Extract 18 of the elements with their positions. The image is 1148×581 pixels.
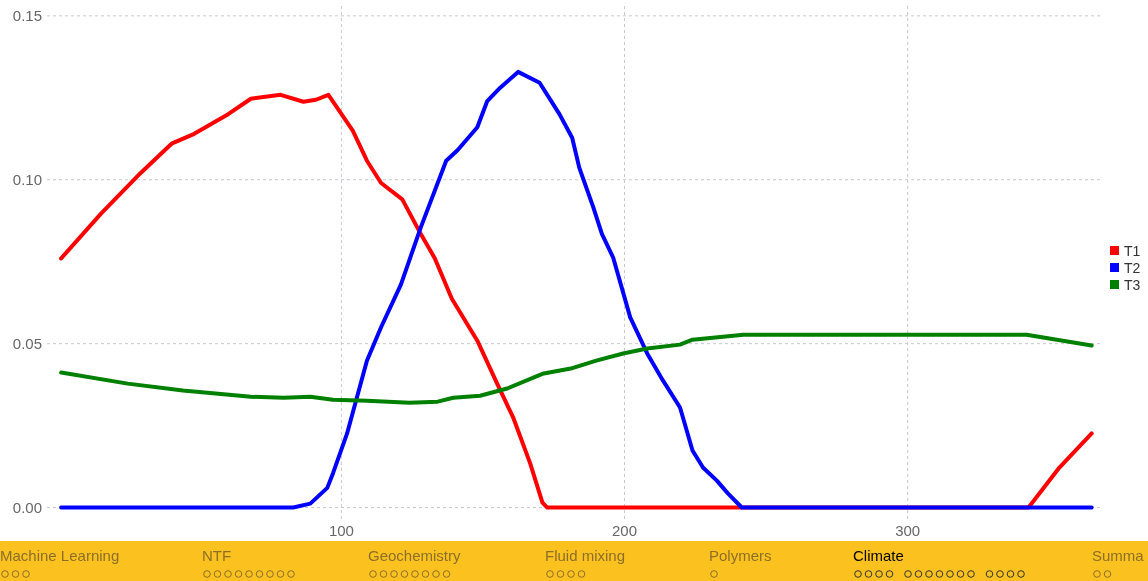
legend-label: T3: [1124, 276, 1141, 293]
text: Fluid mixing: [545, 547, 626, 564]
legend-label: T1: [1124, 242, 1141, 259]
text: Machine Learning: [0, 547, 120, 564]
y-tick-label: 0.10: [12, 170, 42, 188]
y-tick-label: 0.15: [12, 7, 42, 25]
text: Geochemistry: [368, 547, 462, 564]
legend-label: T2: [1124, 259, 1141, 276]
text: Climate: [853, 547, 904, 564]
x-tick-label: 100: [328, 522, 354, 539]
text: Polymers: [709, 547, 772, 564]
y-tick-label: 0.05: [12, 334, 42, 352]
y-tick-label: 0.00: [12, 498, 42, 516]
x-tick-label: 300: [895, 522, 921, 539]
text: Summa: [1092, 547, 1145, 564]
text: NTF: [202, 547, 232, 564]
x-tick-label: 200: [612, 522, 638, 539]
line-series: [59, 332, 1094, 405]
